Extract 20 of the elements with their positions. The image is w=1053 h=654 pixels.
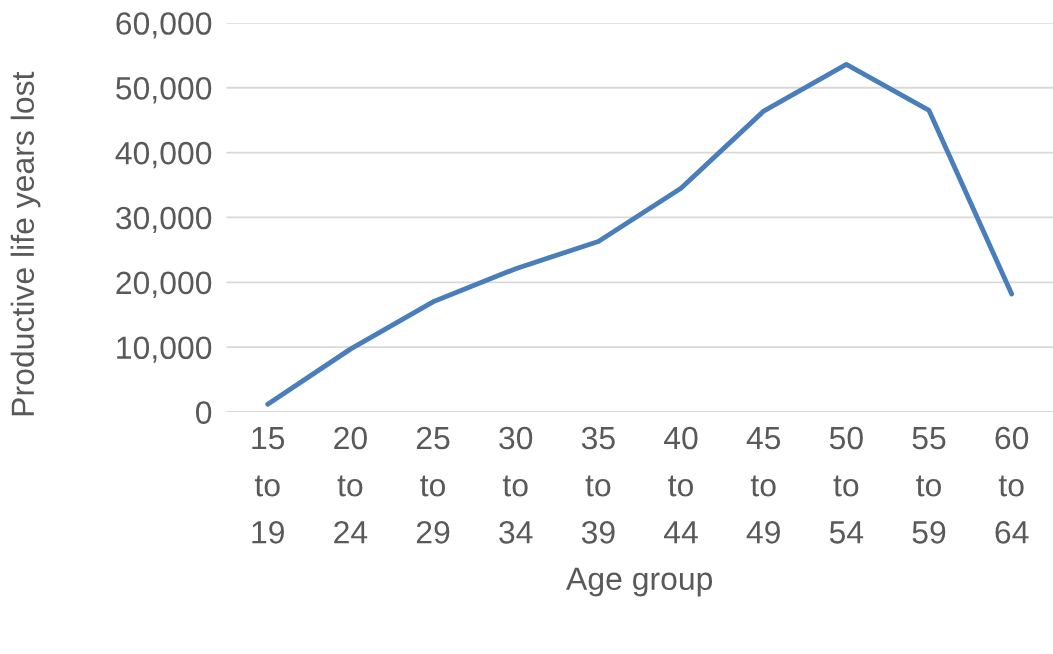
x-tick-label: 15 to 19 <box>252 427 285 544</box>
y-tick-label: 30,000 <box>116 206 212 234</box>
x-tick-label: 55 to 59 <box>912 427 946 544</box>
y-tick-label: 0 <box>195 401 212 424</box>
y-tick-label: 20,000 <box>116 271 212 298</box>
y-axis-title: Productive life years lost <box>10 71 41 416</box>
x-tick-label: 20 to 24 <box>334 426 368 544</box>
y-tick-label: 50,000 <box>116 77 212 104</box>
x-tick-label: 50 to 54 <box>829 426 864 544</box>
x-tick-label: 25 to 29 <box>416 426 450 544</box>
x-tick-label: 40 to 44 <box>664 426 698 544</box>
x-tick-label: 45 to 49 <box>746 427 781 544</box>
line-series <box>265 61 1015 407</box>
x-tick-label: 60 to 64 <box>995 426 1029 544</box>
x-tick-label: 30 to 34 <box>499 426 533 544</box>
x-tick-label: 35 to 39 <box>581 426 615 544</box>
y-tick-label: 40,000 <box>115 141 212 169</box>
x-axis-title: Age group <box>566 567 713 597</box>
y-tick-label: 10,000 <box>117 336 212 363</box>
y-tick-label: 60,000 <box>116 12 212 39</box>
